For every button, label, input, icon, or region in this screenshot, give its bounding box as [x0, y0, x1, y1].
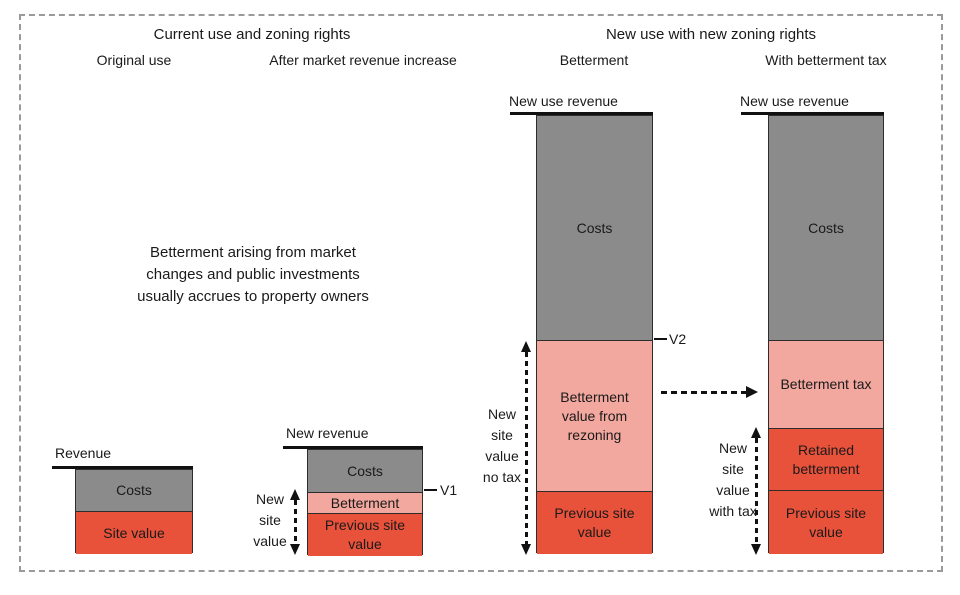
note-line-3: usually accrues to property owners: [137, 288, 369, 305]
side-label-new-site-value-no-tax: New site value no tax: [482, 406, 522, 485]
dashed-transfer-arrow: [661, 391, 746, 394]
dashed-vertical-arrow-with-tax: [755, 438, 758, 544]
segment-retained-betterment: Retained betterment: [769, 428, 883, 490]
revenue-label-market: New revenue: [286, 425, 369, 441]
revenue-line-betterment: [510, 112, 653, 115]
arrow-right-icon: [746, 386, 758, 398]
segment-betterment-costs: Costs: [537, 116, 652, 340]
header-new-use: New use with new zoning rights: [605, 26, 817, 43]
revenue-line-market: [283, 446, 423, 449]
segment-market-previous-site-value: Previous site value: [308, 513, 422, 556]
revenue-line-original: [52, 466, 193, 469]
note-line-1: Betterment arising from market: [150, 244, 356, 261]
bar-original-use: Costs Site value: [75, 469, 193, 554]
bar-betterment: Costs Betterment value from rezoning Pre…: [536, 115, 653, 554]
arrow-up-icon: [751, 427, 761, 438]
bar-with-betterment-tax: Costs Betterment tax Retained betterment…: [768, 115, 884, 554]
arrow-down-icon: [751, 544, 761, 555]
note-line-2: changes and public investments: [146, 266, 360, 283]
revenue-label-betterment: New use revenue: [509, 93, 618, 109]
segment-betterment-previous-site-value: Previous site value: [537, 491, 652, 554]
column-header-after-market: After market revenue increase: [269, 52, 457, 68]
v1-tick-line: [424, 489, 437, 491]
segment-tax-costs: Costs: [769, 116, 883, 340]
arrow-up-icon: [290, 489, 300, 500]
diagram-dashed-border: [19, 14, 943, 572]
side-label-new-site-value: New site value: [253, 491, 287, 549]
side-label-new-site-value-with-tax: New site value with tax: [709, 440, 757, 519]
segment-original-costs: Costs: [76, 470, 192, 511]
segment-market-costs: Costs: [308, 450, 422, 492]
header-current-use: Current use and zoning rights: [153, 26, 351, 43]
column-header-with-betterment-tax: With betterment tax: [765, 52, 887, 68]
v2-tick-line: [654, 338, 667, 340]
v1-marker: V1: [440, 482, 458, 498]
segment-tax-previous-site-value: Previous site value: [769, 490, 883, 554]
dashed-vertical-arrow-market: [294, 500, 297, 544]
arrow-up-icon: [521, 341, 531, 352]
segment-betterment-value-rezoning: Betterment value from rezoning: [537, 340, 652, 491]
arrow-down-icon: [521, 544, 531, 555]
segment-market-betterment: Betterment: [308, 492, 422, 513]
column-header-original-use: Original use: [96, 52, 172, 68]
arrow-down-icon: [290, 544, 300, 555]
segment-betterment-tax: Betterment tax: [769, 340, 883, 428]
revenue-label-tax: New use revenue: [740, 93, 849, 109]
column-header-betterment: Betterment: [559, 52, 629, 68]
dashed-vertical-arrow-no-tax: [525, 352, 528, 544]
v2-marker: V2: [669, 331, 687, 347]
revenue-line-tax: [741, 112, 884, 115]
segment-original-site-value: Site value: [76, 511, 192, 554]
bar-after-market-increase: Costs Betterment Previous site value: [307, 449, 423, 556]
revenue-label-original: Revenue: [55, 445, 112, 461]
note-text: Betterment arising from market changes a…: [117, 242, 389, 308]
